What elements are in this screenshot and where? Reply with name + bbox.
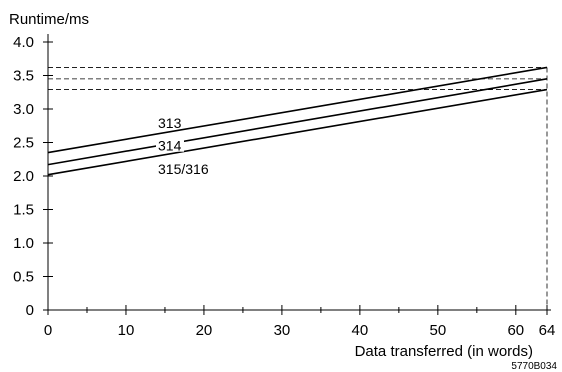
x-tick-label: 30: [274, 322, 291, 339]
series-lines: [47, 66, 548, 176]
x-tick-label: 20: [196, 322, 213, 339]
x-tick-label: 40: [352, 322, 369, 339]
series-line: [47, 66, 548, 154]
axes: [47, 34, 551, 311]
y-tick-label: 0: [26, 302, 34, 319]
series-line: [47, 78, 548, 166]
x-tick-label: 60: [507, 322, 524, 339]
y-tick-label: 1.0: [13, 235, 34, 252]
y-axis-ticks: 0 0.5 1.0 1.5 2.0 2.5 3.0 3.5 4.0: [13, 34, 53, 319]
x-tick-label: 10: [118, 322, 135, 339]
y-tick-label: 0.5: [13, 269, 34, 286]
x-tick-label: 0: [44, 322, 52, 339]
series-label-backdrop: [156, 139, 184, 152]
series-label: 314: [158, 138, 182, 154]
x-tick-label: 64: [539, 322, 556, 339]
y-tick-label: 2.0: [13, 168, 34, 185]
y-tick-label: 1.5: [13, 202, 34, 219]
y-axis-title: Runtime/ms: [9, 11, 89, 28]
y-tick-label: 3.5: [13, 68, 34, 85]
figure-id: 5770B034: [511, 361, 557, 372]
reference-lines: [48, 67, 548, 310]
x-axis-title: Data transferred (in words): [355, 343, 533, 360]
series-line: [47, 88, 548, 176]
x-axis-ticks: 0 10 20 30 40 50 60 64: [44, 305, 556, 339]
series-label: 313: [158, 115, 182, 131]
y-tick-label: 4.0: [13, 34, 34, 51]
series-labels: 313 314 315/316: [156, 115, 209, 177]
y-tick-label: 3.0: [13, 101, 34, 118]
x-tick-label: 50: [430, 322, 447, 339]
y-tick-label: 2.5: [13, 135, 34, 152]
series-label: 315/316: [158, 161, 209, 177]
